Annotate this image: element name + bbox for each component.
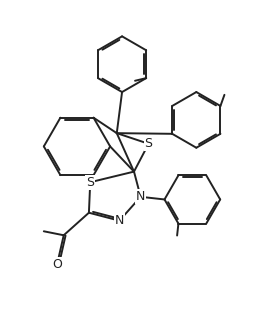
Text: O: O bbox=[52, 258, 62, 271]
Text: N: N bbox=[115, 214, 124, 227]
Text: S: S bbox=[145, 137, 152, 150]
Text: N: N bbox=[136, 190, 145, 203]
Text: S: S bbox=[86, 176, 94, 189]
